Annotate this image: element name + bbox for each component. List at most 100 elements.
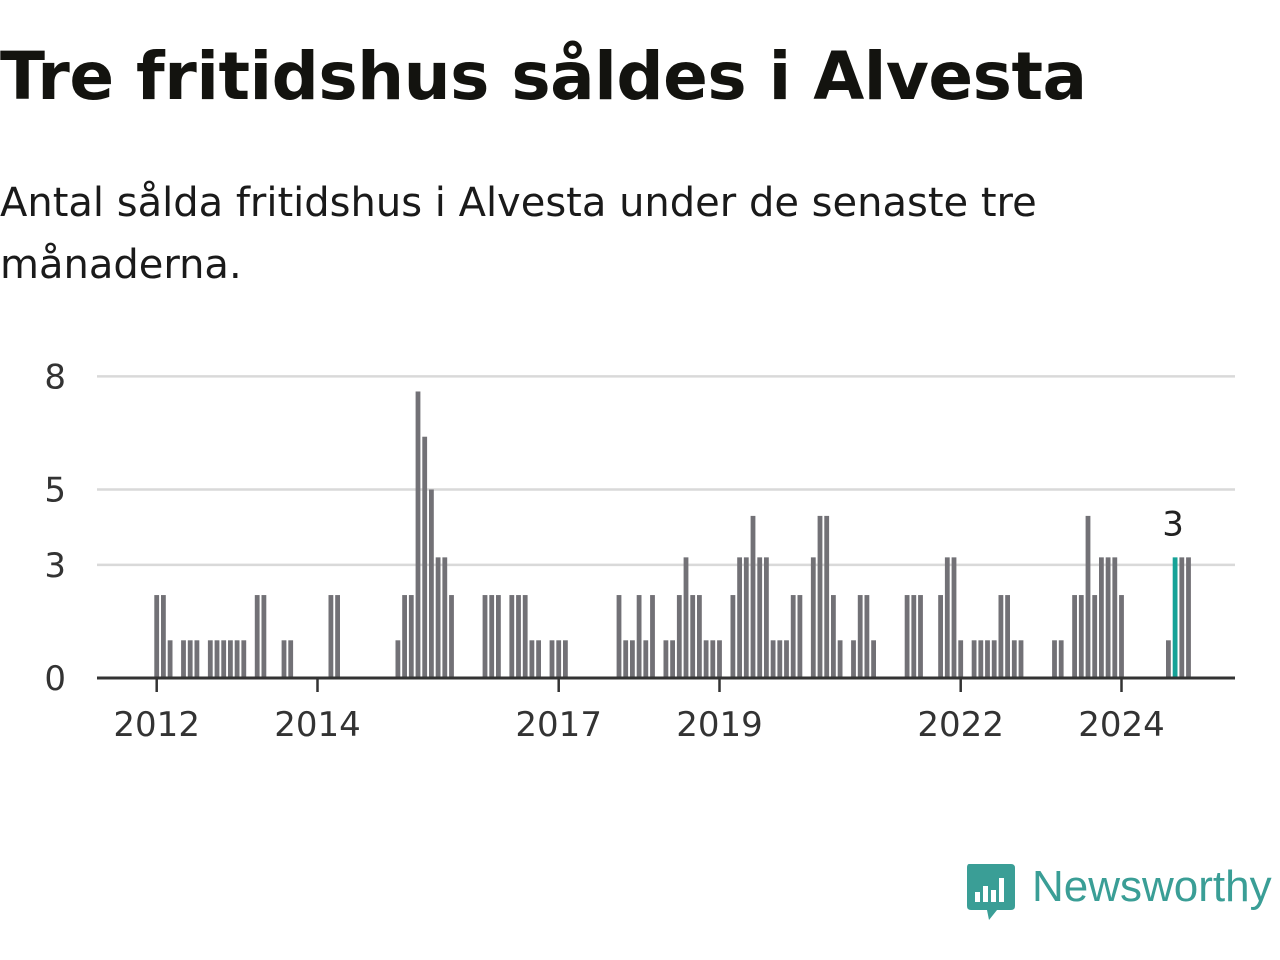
bar bbox=[1105, 557, 1111, 678]
bar bbox=[288, 640, 294, 678]
x-tick-label: 2022 bbox=[917, 705, 1004, 745]
bar bbox=[951, 557, 957, 678]
bar bbox=[824, 515, 830, 678]
brand-name: Newsworthy bbox=[1032, 862, 1272, 911]
bar bbox=[703, 640, 709, 678]
bar bbox=[261, 595, 267, 678]
bar-chart: 0 3 5 8 2012 2014 2017 2019 2022 2024 3 bbox=[44, 357, 1235, 745]
x-tick-label: 2012 bbox=[113, 705, 200, 745]
bar bbox=[817, 515, 823, 678]
bar bbox=[750, 515, 756, 678]
bar bbox=[207, 640, 213, 678]
bar bbox=[697, 595, 702, 678]
bar bbox=[408, 595, 414, 678]
bar bbox=[328, 595, 334, 678]
bar bbox=[1166, 640, 1171, 678]
chart-subtitle: Antal sålda fritidshus i Alvesta under d… bbox=[0, 180, 1037, 288]
x-tick-label: 2024 bbox=[1078, 705, 1165, 745]
bar bbox=[851, 640, 856, 678]
gridlines bbox=[97, 375, 1235, 567]
bar bbox=[221, 640, 227, 678]
bar bbox=[784, 640, 789, 678]
bar bbox=[1092, 595, 1098, 678]
bar bbox=[857, 595, 863, 678]
y-tick-label: 0 bbox=[44, 659, 66, 699]
bar bbox=[516, 595, 521, 678]
bar bbox=[1099, 557, 1104, 678]
bar bbox=[228, 640, 233, 678]
bar bbox=[864, 595, 870, 678]
bar bbox=[971, 640, 977, 678]
bar bbox=[837, 640, 843, 678]
newsworthy-logo-icon bbox=[967, 864, 1015, 920]
bar bbox=[636, 595, 642, 678]
bar bbox=[549, 640, 555, 678]
bar bbox=[730, 595, 736, 678]
bar bbox=[623, 640, 629, 678]
bar bbox=[154, 595, 160, 678]
bar bbox=[683, 557, 689, 678]
bar bbox=[998, 595, 1004, 678]
bar bbox=[1011, 640, 1017, 678]
bar bbox=[489, 595, 495, 678]
bar bbox=[904, 595, 910, 678]
bar bbox=[630, 640, 635, 678]
bar bbox=[958, 640, 964, 678]
bar bbox=[737, 557, 742, 678]
x-tick-label: 2019 bbox=[676, 705, 763, 745]
bar bbox=[1005, 595, 1010, 678]
bar bbox=[442, 557, 448, 678]
bar bbox=[710, 640, 716, 678]
chart-title: Tre fritidshus såldes i Alvesta bbox=[0, 38, 1087, 115]
y-axis: 0 3 5 8 bbox=[44, 357, 66, 699]
bar bbox=[241, 640, 247, 678]
bar bbox=[536, 640, 541, 678]
bar bbox=[911, 595, 917, 678]
bar bbox=[764, 557, 769, 678]
bar bbox=[944, 557, 950, 678]
bar bbox=[616, 595, 622, 678]
bar bbox=[1058, 640, 1064, 678]
bar-highlight bbox=[1172, 557, 1178, 678]
bar bbox=[335, 595, 340, 678]
data-label: 3 bbox=[1162, 504, 1184, 544]
bar bbox=[563, 640, 568, 678]
bar bbox=[918, 595, 923, 678]
bar bbox=[1052, 640, 1057, 678]
bar bbox=[831, 595, 836, 678]
bar bbox=[663, 640, 669, 678]
bar bbox=[496, 595, 501, 678]
bar bbox=[670, 640, 675, 678]
x-tick-label: 2014 bbox=[274, 705, 361, 745]
bar bbox=[254, 595, 260, 678]
bar bbox=[757, 557, 763, 678]
bar bbox=[1018, 640, 1024, 678]
bar bbox=[978, 640, 984, 678]
bar bbox=[650, 595, 655, 678]
bar bbox=[871, 640, 876, 678]
bar bbox=[1186, 557, 1191, 678]
bar bbox=[234, 640, 240, 678]
bars bbox=[154, 391, 1191, 678]
bar bbox=[810, 557, 816, 678]
bar bbox=[770, 640, 776, 678]
bar bbox=[402, 595, 407, 678]
bar bbox=[717, 640, 722, 678]
bar bbox=[676, 595, 682, 678]
bar bbox=[777, 640, 783, 678]
bar bbox=[509, 595, 515, 678]
bar bbox=[1179, 557, 1185, 678]
data-labels: 3 bbox=[1162, 504, 1184, 544]
bar bbox=[790, 595, 796, 678]
bar bbox=[214, 640, 220, 678]
bar bbox=[991, 640, 997, 678]
bar bbox=[743, 557, 749, 678]
bar bbox=[529, 640, 535, 678]
bar bbox=[482, 595, 488, 678]
bar bbox=[938, 595, 943, 678]
bar bbox=[422, 436, 428, 678]
bar bbox=[985, 640, 990, 678]
bar bbox=[187, 640, 193, 678]
bar bbox=[395, 640, 401, 678]
bar bbox=[429, 489, 434, 678]
